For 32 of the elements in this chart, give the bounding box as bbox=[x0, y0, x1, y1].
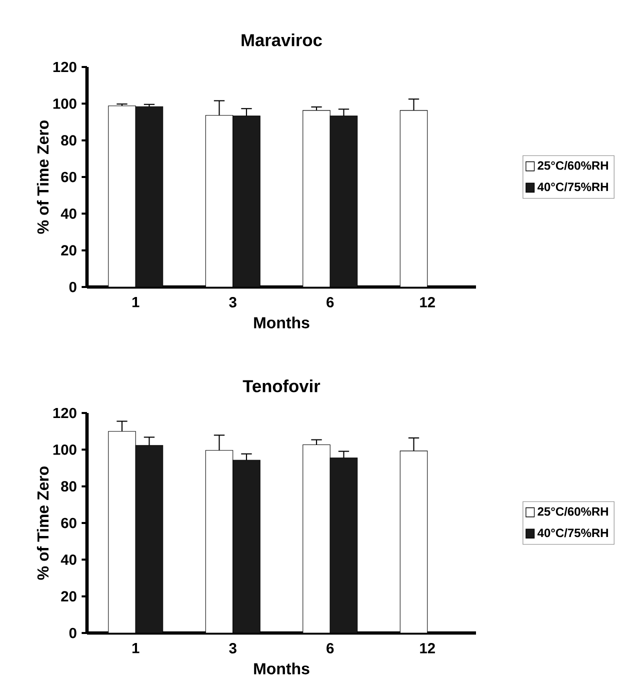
legend-label: 25°C/60%RH bbox=[538, 506, 608, 516]
legend-label: 40°C/75%RH bbox=[537, 528, 608, 538]
y-tick-label: 20 bbox=[61, 591, 76, 602]
y-tick-label: 0 bbox=[69, 628, 76, 638]
y-tick-label: 100 bbox=[53, 444, 76, 455]
x-tick-label: 6 bbox=[326, 297, 334, 308]
x-tick-label: 6 bbox=[326, 643, 334, 654]
x-axis-title: Months bbox=[254, 662, 310, 674]
y-tick-label: 120 bbox=[53, 62, 76, 72]
y-tick-label: 80 bbox=[61, 481, 76, 492]
x-tick-label: 1 bbox=[132, 643, 140, 654]
y-axis-title: % of Time Zero bbox=[36, 466, 49, 580]
y-tick-label: 100 bbox=[53, 98, 76, 109]
y-axis-title: % of Time Zero bbox=[36, 120, 49, 234]
y-tick-label: 60 bbox=[61, 172, 76, 182]
y-tick-label: 120 bbox=[53, 408, 76, 418]
x-tick-label: 3 bbox=[229, 643, 236, 654]
x-axis-title: Months bbox=[254, 316, 310, 328]
y-tick-label: 40 bbox=[60, 208, 76, 219]
legend-label: 25°C/60%RH bbox=[538, 160, 608, 170]
x-tick-label: 1 bbox=[132, 297, 140, 308]
x-tick-label: 3 bbox=[229, 297, 236, 308]
y-tick-label: 20 bbox=[61, 245, 76, 256]
y-tick-label: 60 bbox=[61, 518, 76, 528]
x-tick-label: 12 bbox=[420, 643, 435, 654]
y-tick-label: 80 bbox=[61, 135, 76, 146]
chart-title: Tenofovir bbox=[242, 380, 320, 392]
y-tick-label: 40 bbox=[60, 554, 76, 565]
chart-title: Maraviroc bbox=[242, 34, 322, 46]
legend-label: 40°C/75%RH bbox=[537, 182, 608, 192]
x-tick-label: 12 bbox=[420, 297, 435, 308]
y-tick-label: 0 bbox=[69, 282, 76, 292]
